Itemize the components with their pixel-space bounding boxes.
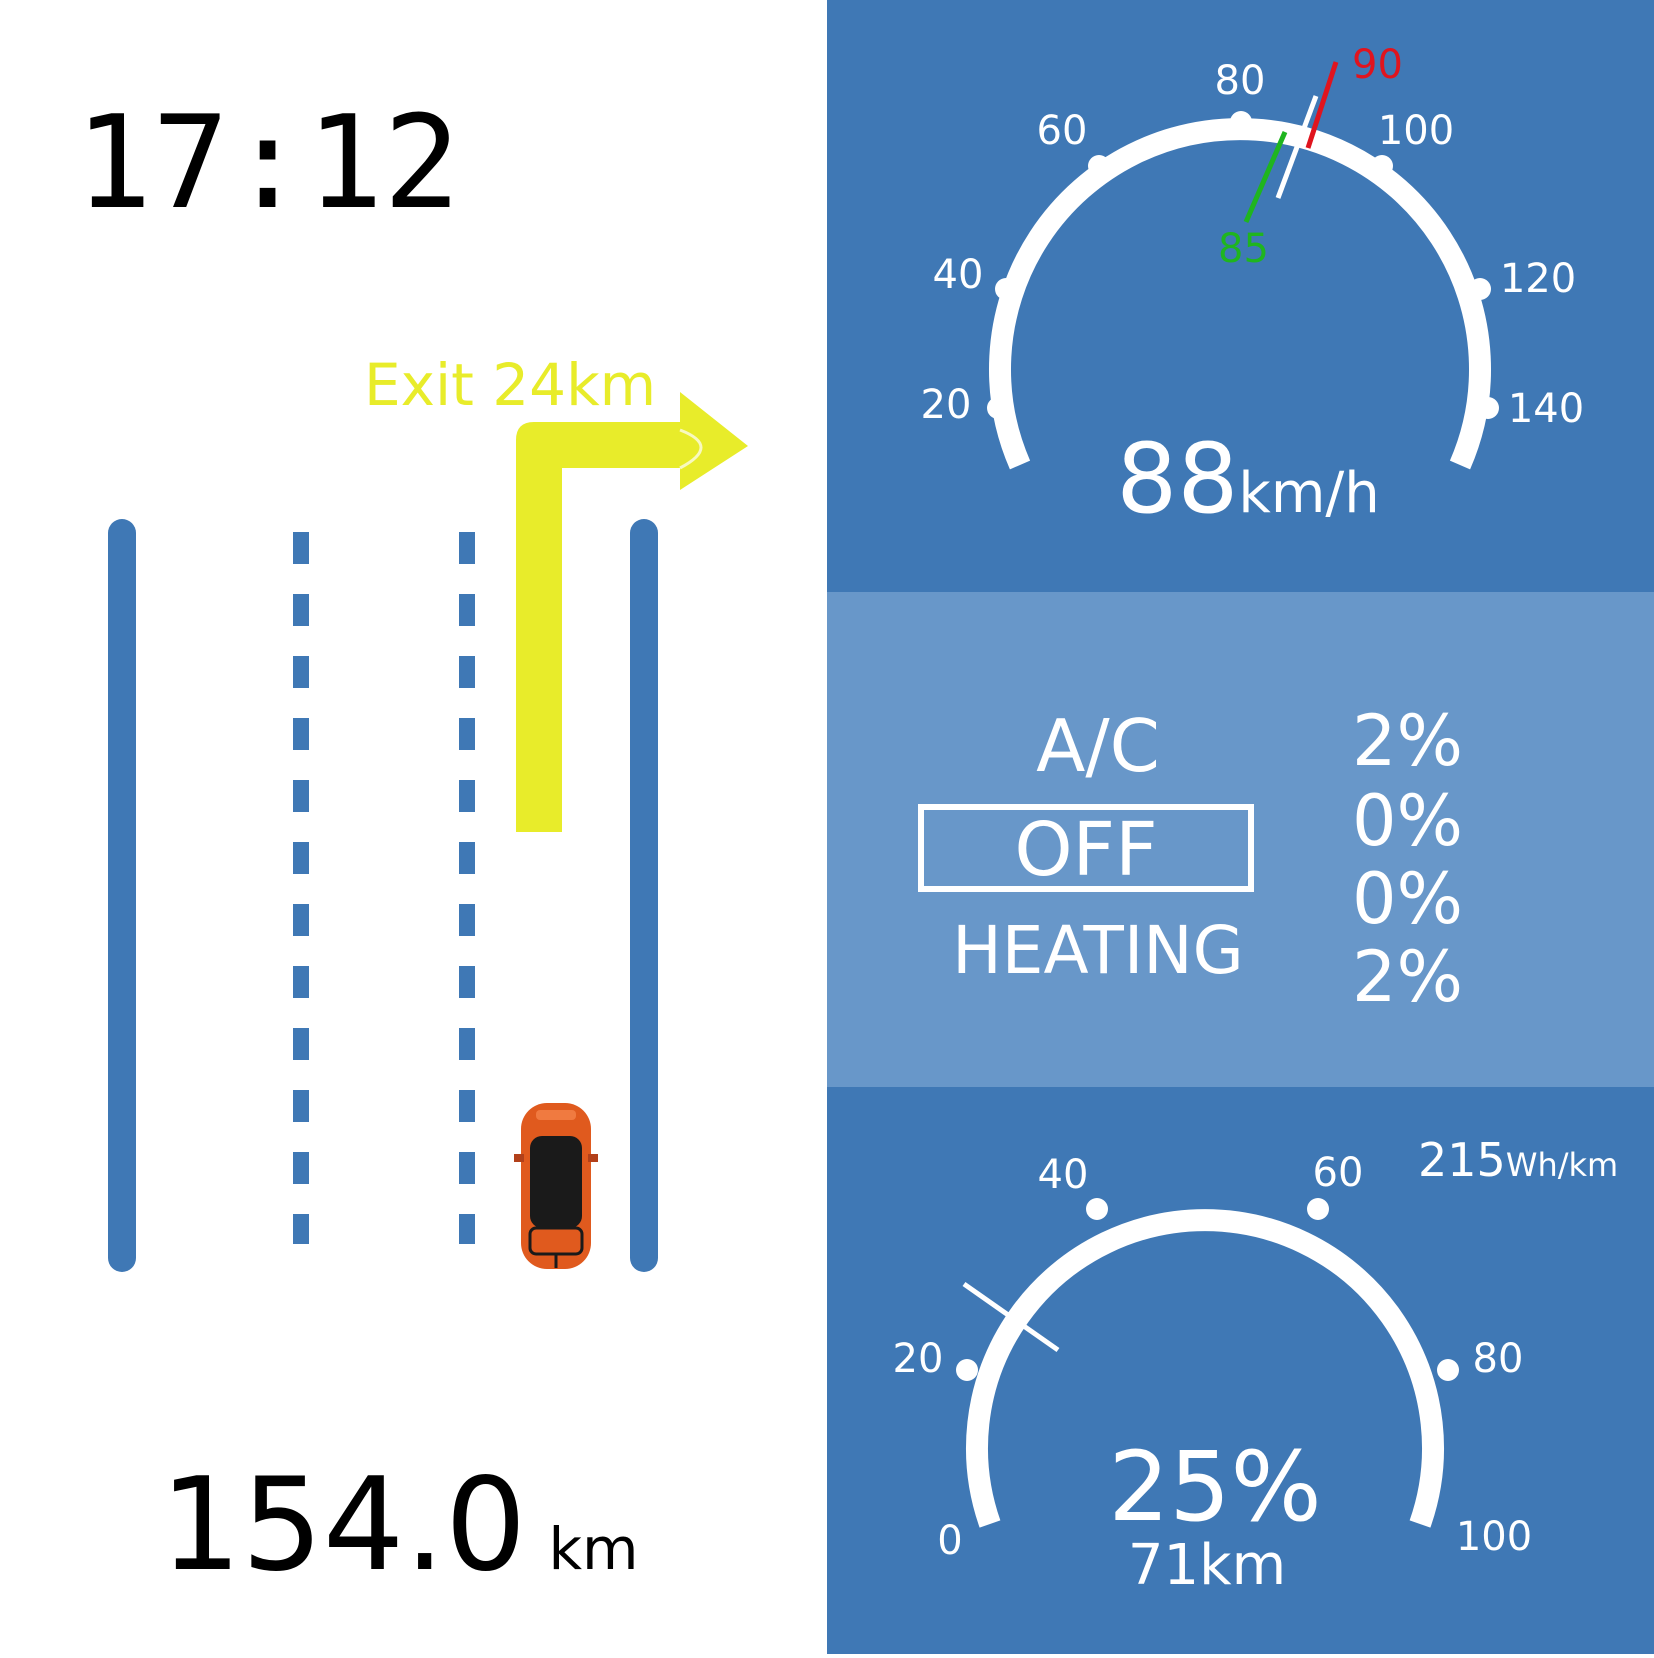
battery-tick-label-60: 60	[1313, 1150, 1364, 1196]
battery-tick-dot-60	[1307, 1198, 1329, 1220]
speed-tick-label-40: 40	[933, 252, 984, 298]
exit-distance-label: Exit 24km	[364, 351, 656, 419]
climate-percent-2: 0%	[1352, 780, 1464, 862]
speed-tick-label-20: 20	[921, 382, 972, 428]
odometer-unit: km	[548, 1515, 639, 1583]
battery-tick-label-0: 0	[937, 1518, 962, 1564]
car-icon	[514, 1103, 598, 1269]
speed-limit-low-marker	[1243, 131, 1288, 223]
battery-gauge: 0 20 40 60 80 100 25% 71km 215Wh/km	[893, 1133, 1619, 1598]
clock-time: 17:12	[75, 89, 461, 238]
battery-arc	[966, 1209, 1444, 1528]
speed-tick-dot-40	[995, 278, 1017, 300]
speed-readout: 88km/h	[1116, 423, 1380, 535]
speed-tick-dot-100	[1371, 155, 1393, 177]
speed-needle	[1275, 95, 1319, 199]
road-view: Exit 24km	[108, 351, 748, 1272]
speed-limit-high-label: 90	[1352, 42, 1403, 88]
climate-percent-1: 2%	[1352, 700, 1464, 782]
climate-mode-status[interactable]: OFF	[918, 804, 1254, 892]
battery-panel: 0 20 40 60 80 100 25% 71km 215Wh/km	[827, 1087, 1654, 1654]
speed-value: 88	[1116, 423, 1238, 535]
speed-tick-dot-20	[987, 397, 1009, 419]
consumption-unit: Wh/km	[1506, 1146, 1618, 1184]
speed-tick-label-80: 80	[1215, 58, 1266, 104]
battery-tick-label-100: 100	[1456, 1514, 1532, 1560]
speedometer-panel: 20 40 60 80 100 120 140 90 85 88km/h	[827, 0, 1654, 592]
battery-level-marker	[962, 1281, 1060, 1353]
battery-tick-label-20: 20	[893, 1336, 944, 1382]
speed-tick-dot-120	[1469, 278, 1491, 300]
speedometer-arc	[989, 118, 1491, 470]
speed-tick-dot-60	[1088, 155, 1110, 177]
battery-ticks: 0 20 40 60 80 100	[893, 1150, 1533, 1564]
speed-tick-dot-80	[1230, 111, 1252, 133]
battery-tick-dot-40	[1086, 1198, 1108, 1220]
speed-limit-high-marker	[1305, 61, 1339, 149]
ac-label: A/C	[1036, 704, 1160, 788]
speed-unit: km/h	[1238, 461, 1379, 526]
speed-tick-dot-140	[1477, 397, 1499, 419]
battery-range: 71km	[1128, 1533, 1286, 1598]
energy-consumption: 215Wh/km	[1418, 1133, 1618, 1187]
battery-tick-label-80: 80	[1473, 1336, 1524, 1382]
odometer: 154.0 km	[160, 1462, 639, 1590]
battery-percent: 25%	[1108, 1431, 1321, 1543]
speed-tick-label-120: 120	[1500, 256, 1576, 302]
battery-tick-dot-20	[956, 1359, 978, 1381]
climate-percent-3: 0%	[1352, 858, 1464, 940]
speed-tick-label-140: 140	[1508, 386, 1584, 432]
speed-tick-label-100: 100	[1378, 108, 1454, 154]
speedometer-gauge: 20 40 60 80 100 120 140 90 85 88km/h	[921, 42, 1585, 535]
climate-percent-4: 2%	[1352, 936, 1464, 1018]
speed-limit-low-label: 85	[1218, 226, 1269, 272]
speed-tick-label-60: 60	[1037, 108, 1088, 154]
climate-panel	[827, 592, 1654, 1087]
speedometer-ticks: 20 40 60 80 100 120 140	[921, 58, 1585, 432]
odometer-value: 154.0	[160, 1451, 527, 1600]
heating-label: HEATING	[952, 912, 1244, 989]
exit-arrow-icon	[516, 392, 748, 832]
battery-tick-label-40: 40	[1038, 1152, 1089, 1198]
navigation-panel: Exit 24km 17:12 154.0 km	[0, 0, 827, 1654]
consumption-value: 215	[1418, 1133, 1506, 1187]
battery-tick-dot-80	[1437, 1359, 1459, 1381]
